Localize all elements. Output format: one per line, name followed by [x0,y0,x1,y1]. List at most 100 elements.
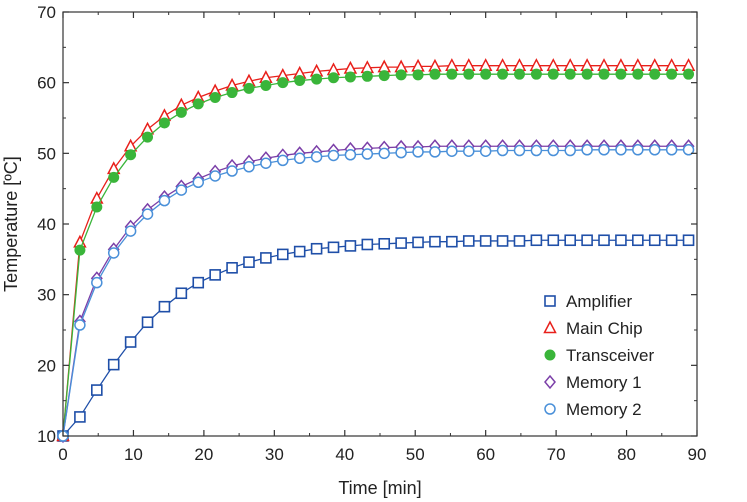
data-point-memory-2 [141,208,154,220]
data-point-transceiver [192,98,204,110]
data-point-transceiver [378,70,390,82]
x-tick-label: 70 [547,445,566,464]
data-point-main-chip [495,58,510,71]
data-point-memory-2 [361,148,374,160]
data-point-memory-2 [91,276,103,289]
data-point-amplifier [564,234,577,247]
x-tick-label: 60 [476,445,495,464]
data-point-transceiver [463,68,475,80]
data-point-transceiver [581,68,593,80]
data-point-main-chip [631,58,645,71]
data-point-memory-2 [615,144,627,156]
data-point-transceiver [480,68,492,80]
data-point-memory-2 [463,145,475,157]
data-point-amplifier [260,252,272,264]
data-point-amplifier [361,238,374,251]
data-point-amplifier [547,234,560,247]
y-tick-label: 70 [37,3,56,22]
data-point-memory-2 [158,194,171,207]
data-point-amplifier [226,262,238,274]
data-point-transceiver [361,70,373,82]
data-point-amplifier [446,235,458,248]
data-point-amplifier [395,237,407,249]
legend-label: Amplifier [566,292,632,311]
data-point-transceiver [125,149,137,161]
data-point-transceiver [74,244,86,256]
legend-label: Transceiver [566,346,655,365]
data-point-amplifier [175,287,188,300]
data-point-main-chip [546,58,561,71]
data-point-main-chip [411,58,425,72]
data-point-transceiver [513,68,525,80]
data-point-amplifier [124,336,137,348]
legend-marker-memory-1 [544,374,556,390]
data-point-memory-2 [378,147,390,160]
data-point-amplifier [344,240,357,252]
data-point-memory-2 [293,152,306,165]
data-point-memory-2 [648,144,661,156]
y-tick-label: 60 [37,74,56,93]
data-point-transceiver [142,131,154,143]
data-point-transceiver [649,68,661,80]
y-tick-label: 30 [37,286,56,305]
data-point-amplifier [530,234,543,247]
data-point-transceiver [632,68,644,80]
x-tick-label: 10 [124,445,143,464]
data-point-main-chip [478,58,493,71]
data-point-transceiver [243,82,255,94]
data-point-memory-2 [277,154,289,167]
x-tick-label: 90 [688,445,707,464]
data-point-memory-2 [310,151,323,163]
data-point-amplifier [682,234,695,247]
data-point-memory-2 [682,144,695,156]
data-point-transceiver [395,69,407,81]
data-point-main-chip [664,58,679,71]
data-point-transceiver [497,68,509,80]
data-point-transceiver [260,79,272,91]
data-point-transceiver [446,68,458,80]
data-point-memory-2 [581,144,593,156]
data-point-memory-2 [260,157,272,169]
x-tick-label: 20 [194,445,213,464]
data-point-memory-2 [547,144,560,157]
legend-marker-amplifier [544,295,556,307]
data-point-amplifier [598,234,610,247]
y-tick-label: 40 [37,215,56,234]
data-point-amplifier [141,316,154,329]
data-point-amplifier [513,235,526,247]
data-point-transceiver [429,68,441,80]
data-point-main-chip [445,58,459,71]
data-point-memory-2 [192,176,205,189]
data-point-amplifier [632,234,644,247]
data-point-amplifier [158,300,171,313]
data-point-amplifier [243,256,255,268]
x-tick-label: 50 [406,445,425,464]
data-point-memory-2 [665,144,678,156]
data-point-amplifier [412,236,424,249]
data-point-memory-2 [395,146,407,159]
data-point-transceiver [294,75,306,87]
data-point-amplifier [310,242,323,255]
data-point-amplifier [327,241,340,254]
data-point-amplifier [665,234,678,247]
data-point-memory-2 [530,144,543,157]
data-point-amplifier [293,245,306,258]
legend: Amplifier Main Chip Transceiver Memory 1 Mem… [543,292,655,419]
data-point-amplifier [276,248,289,261]
y-tick-label: 10 [37,427,56,446]
x-tick-label: 0 [58,445,67,464]
legend-marker-memory-2 [544,403,556,415]
data-point-transceiver [530,68,542,80]
data-point-transceiver [311,73,323,85]
data-point-main-chip [512,58,527,71]
data-point-transceiver [328,72,340,84]
data-point-transceiver [108,171,120,183]
data-point-main-chip [597,58,611,71]
data-point-transceiver [564,68,576,80]
data-point-amplifier [462,235,475,247]
data-point-amplifier [74,411,86,423]
data-point-memory-2 [632,144,644,156]
data-point-transceiver [547,68,559,80]
data-point-transceiver [158,117,170,129]
